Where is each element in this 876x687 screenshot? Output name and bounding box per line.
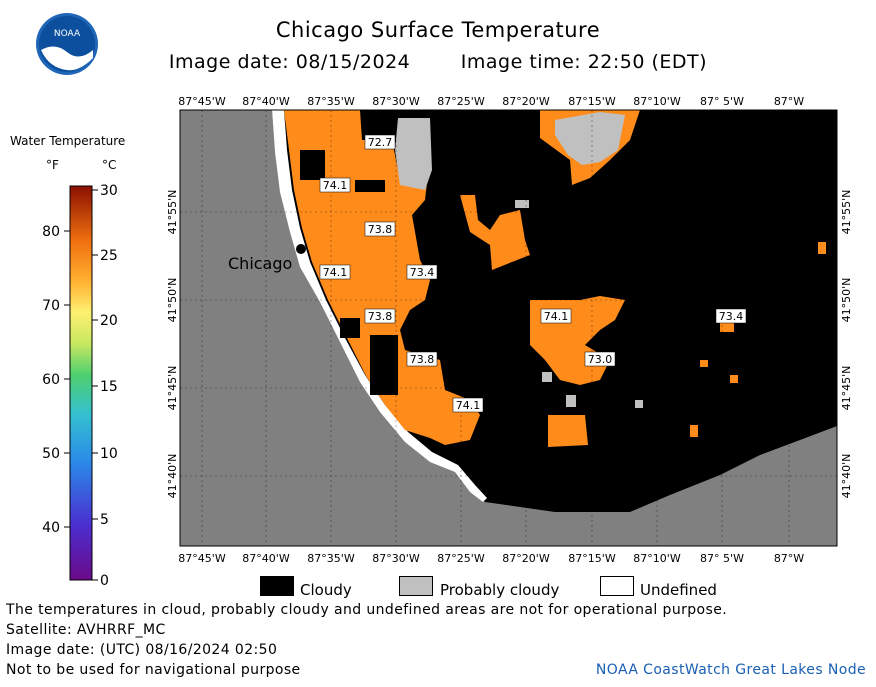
lat-label-left: 41°50'N [166,278,179,323]
lon-label-top: 87°25'W [437,95,485,108]
c-tick-label: 5 [100,512,109,528]
color-scale-bar [69,185,93,581]
page-title: Chicago Surface Temperature [275,18,601,42]
key-cloudy-label: Cloudy [300,581,352,599]
fahrenheit-ticks: 80 70 60 50 40 [42,224,70,536]
c-tick-label: 25 [100,248,118,264]
key-probably-cloudy-label: Probably cloudy [440,581,560,599]
temperature-label: 72.7 [368,136,393,149]
temperature-labels: 72.7 74.1 73.8 74.1 73.4 73.8 74.1 73.4 73.0 73.8… [319,134,747,413]
image-date: Image date: 08/15/2024 [168,51,411,73]
lon-label-top: 87°W [774,95,804,108]
temperature-label: 74.1 [323,266,348,279]
image-datetime: Image date: 08/15/2024 Image time: 22:50… [0,51,876,73]
lon-label-bottom: 87°40'W [242,552,290,565]
probably-cloudy-patch [395,118,432,190]
warm-water-patch [460,195,530,270]
c-tick-label: 15 [100,379,118,395]
utc-date-note: Image date: (UTC) 08/16/2024 02:50 [6,642,278,658]
map-frame [179,109,838,547]
longitude-labels-top: 87°45'W 87°40'W 87°35'W 87°30'W 87°25'W 87°20… [178,95,804,108]
temperature-label: 74.1 [456,399,481,412]
lat-label-right: 41°45'N [840,366,853,411]
lat-label-left: 41°45'N [166,366,179,411]
lat-label-right: 41°50'N [840,278,853,323]
f-tick-label: 60 [42,372,60,388]
c-tick-label: 30 [100,183,118,199]
lon-label-top: 87°45'W [178,95,226,108]
lon-label-top: 87°20'W [502,95,550,108]
city-marker [296,244,306,254]
temperature-label: 74.1 [544,310,569,323]
temperature-label: 73.8 [368,223,393,236]
lat-label-left: 41°40'N [166,454,179,499]
key-undefined-swatch [600,576,634,596]
legend-unit-f: °F [46,158,59,172]
city-label: Chicago [228,254,292,273]
disclaimer-note: The temperatures in cloud, probably clou… [6,602,728,618]
logo-text: NOAA [54,29,81,39]
source-credit: NOAA CoastWatch Great Lakes Node [595,662,866,678]
temperature-label: 74.1 [323,179,348,192]
lat-label-right: 41°40'N [840,454,853,499]
legend-unit-c: °C [102,158,117,172]
lon-label-top: 87°30'W [372,95,420,108]
key-cloudy-swatch [260,576,294,596]
temperature-label: 73.4 [410,266,435,279]
navigation-note: Not to be used for navigational purpose [6,662,301,678]
temperature-label: 73.8 [410,353,435,366]
celsius-ticks: 30 25 20 15 10 5 0 [92,183,118,589]
longitude-labels-bottom: 87°45'W 87°40'W 87°35'W 87°30'W 87°25'W 87°20… [178,552,804,565]
lon-label-top: 87° 5'W [700,95,744,108]
satellite-note: Satellite: AVHRRF_MC [6,622,166,638]
f-tick-label: 80 [42,224,60,240]
f-tick-label: 70 [42,298,60,314]
legend-title: Water Temperature [10,134,126,148]
lat-label-left: 41°55'N [166,190,179,235]
key-undefined-label: Undefined [640,581,717,599]
key-probably-cloudy-swatch [399,576,433,596]
temperature-label: 73.4 [719,310,744,323]
lon-label-bottom: 87°35'W [307,552,355,565]
map-area [180,110,837,546]
c-tick-label: 20 [100,313,118,329]
lon-label-bottom: 87°45'W [178,552,226,565]
lon-label-bottom: 87° 5'W [700,552,744,565]
temperature-label: 73.8 [368,310,393,323]
lat-label-right: 41°55'N [840,190,853,235]
lon-label-bottom: 87°W [774,552,804,565]
latitude-labels-left: 41°55'N 41°50'N 41°45'N 41°40'N [166,190,179,499]
lon-label-bottom: 87°15'W [568,552,616,565]
lon-label-bottom: 87°20'W [502,552,550,565]
noaa-logo-icon: NOAA [36,13,98,75]
f-tick-label: 40 [42,520,60,536]
lon-label-bottom: 87°10'W [633,552,681,565]
lon-label-top: 87°40'W [242,95,290,108]
lon-label-bottom: 87°25'W [437,552,485,565]
lon-label-top: 87°15'W [568,95,616,108]
lon-label-bottom: 87°30'W [372,552,420,565]
lon-label-top: 87°10'W [633,95,681,108]
c-tick-label: 0 [100,573,109,589]
image-time: Image time: 22:50 (EDT) [460,51,708,73]
warm-water-south [548,415,588,447]
latitude-labels-right: 41°55'N 41°50'N 41°45'N 41°40'N [840,190,853,499]
lon-label-top: 87°35'W [307,95,355,108]
f-tick-label: 50 [42,446,60,462]
temperature-label: 73.0 [588,353,613,366]
c-tick-label: 10 [100,446,118,462]
